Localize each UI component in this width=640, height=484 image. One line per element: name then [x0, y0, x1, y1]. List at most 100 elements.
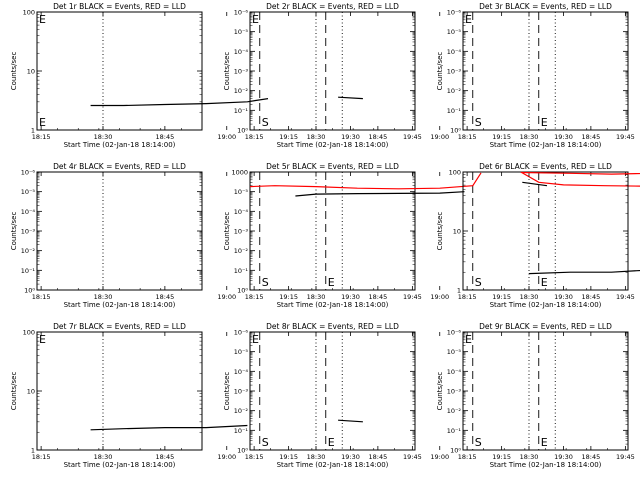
x-axis-label: Start Time (02-Jan-18 18:14:00)	[490, 141, 602, 149]
x-axis-label: Start Time (02-Jan-18 18:14:00)	[64, 461, 176, 469]
x-tick-label: 18:15	[458, 133, 477, 141]
y-tick-label: 10⁻¹	[21, 267, 36, 275]
panel-det-2: Det 2r BLACK = Events, RED = LLD 18:15 18:…	[223, 2, 635, 149]
x-tick-label: 18:15	[32, 133, 51, 141]
x-tick-label: 18:45	[156, 133, 175, 141]
y-tick-label: 10⁰	[237, 287, 248, 295]
side-label-top: E	[252, 13, 259, 26]
panel-det-6: Det 6r BLACK = Events, RED = LLD 18:15 18:…	[436, 162, 640, 309]
y-axis-label: Counts/sec	[223, 52, 231, 91]
series-line	[90, 424, 248, 431]
y-tick-label: 10⁻⁴	[21, 208, 36, 216]
x-tick-label: 18:30	[307, 293, 326, 301]
x-tick-label: 18:45	[156, 293, 175, 301]
plot-title: Det 1r BLACK = Events, RED = LLD	[53, 2, 186, 11]
x-tick-label: 18:45	[582, 133, 601, 141]
x-tick-label: 19:30	[554, 133, 573, 141]
plot-title: Det 5r BLACK = Events, RED = LLD	[266, 162, 399, 171]
y-tick-label: 100	[23, 9, 35, 17]
plot-frame	[36, 171, 203, 291]
y-tick-label: 10⁻¹	[234, 107, 249, 115]
marker-label: E	[328, 276, 335, 289]
x-axis-label: Start Time (02-Jan-18 18:14:00)	[490, 461, 602, 469]
x-tick-label: 19:15	[492, 293, 511, 301]
x-tick-label: 18:45	[369, 453, 388, 461]
y-tick-label: 10⁻⁴	[447, 48, 462, 56]
plot-title: Det 9r BLACK = Events, RED = LLD	[479, 322, 612, 331]
x-tick-label: 19:30	[341, 453, 360, 461]
y-tick-label: 10⁻⁵	[447, 348, 462, 356]
x-tick-label: 18:15	[245, 293, 264, 301]
y-tick-label: 10⁻³	[234, 388, 249, 396]
panel-det-7: Det 7r BLACK = Events, RED = LLD 18:15 18:…	[10, 322, 422, 469]
y-tick-label: 10⁰	[450, 127, 461, 135]
x-tick-label: 19:15	[279, 293, 298, 301]
x-tick-label: 19:15	[279, 453, 298, 461]
side-label-top: E	[465, 13, 472, 26]
x-tick-label: 18:30	[520, 133, 539, 141]
y-tick-label: 10⁻⁵	[234, 188, 249, 196]
y-tick-label: 10⁻⁴	[234, 208, 249, 216]
series-line	[295, 191, 465, 197]
x-tick-label: 19:00	[430, 453, 449, 461]
marker-label: E	[541, 436, 548, 449]
x-tick-label: 19:00	[217, 453, 236, 461]
y-tick-label: 10⁻²	[234, 87, 249, 95]
plot-frame	[249, 331, 416, 451]
x-tick-label: 18:30	[94, 293, 113, 301]
plot-title: Det 6r BLACK = Events, RED = LLD	[479, 162, 612, 171]
y-tick-label: 10	[453, 228, 461, 236]
y-tick-label: 10⁻⁵	[234, 28, 249, 36]
series-line	[522, 172, 640, 187]
marker-label: S	[262, 436, 269, 449]
y-tick-label: 10⁻¹	[234, 427, 249, 435]
marker-label: S	[262, 116, 269, 129]
y-tick-label: 10⁻³	[21, 228, 36, 236]
series-line	[522, 181, 548, 187]
x-tick-label: 18:15	[458, 453, 477, 461]
y-tick-label: 10⁻³	[234, 228, 249, 236]
y-tick-label: 10⁻³	[447, 388, 462, 396]
x-tick-label: 18:45	[369, 133, 388, 141]
y-tick-label: 10⁻⁵	[21, 188, 36, 196]
plot-title: Det 7r BLACK = Events, RED = LLD	[53, 322, 186, 331]
x-tick-label: 18:30	[307, 133, 326, 141]
y-tick-label: 1000	[231, 169, 248, 177]
series-line	[520, 171, 640, 175]
y-tick-label: 10	[27, 68, 35, 76]
x-tick-label: 18:30	[520, 293, 539, 301]
side-label-top: E	[252, 333, 259, 346]
side-label-top: E	[39, 333, 46, 346]
series-line	[338, 419, 363, 423]
x-tick-label: 18:15	[458, 293, 477, 301]
plot-title: Det 3r BLACK = Events, RED = LLD	[479, 2, 612, 11]
y-tick-label: 10⁰	[24, 287, 35, 295]
panel-det-8: Det 8r BLACK = Events, RED = LLD 18:15 18:…	[223, 322, 635, 469]
marker-label: E	[541, 116, 548, 129]
y-axis-label: Counts/sec	[436, 52, 444, 91]
y-tick-label: 1	[31, 127, 35, 135]
marker-label: S	[475, 116, 482, 129]
x-tick-label: 18:30	[94, 453, 113, 461]
y-tick-label: 10⁻²	[21, 247, 36, 255]
x-tick-label: 19:30	[554, 453, 573, 461]
series-line	[338, 96, 363, 100]
x-tick-label: 18:45	[156, 453, 175, 461]
y-tick-label: 10⁻²	[447, 87, 462, 95]
x-tick-label: 18:15	[245, 133, 264, 141]
y-tick-label: 100	[23, 329, 35, 337]
y-tick-label: 10⁻⁶	[21, 169, 36, 177]
plot-title: Det 4r BLACK = Events, RED = LLD	[53, 162, 186, 171]
marker-label: E	[328, 436, 335, 449]
marker-label: E	[541, 276, 548, 289]
y-tick-label: 10⁻¹	[447, 107, 462, 115]
y-tick-label: 10⁰	[450, 447, 461, 455]
y-axis-label: Counts/sec	[10, 212, 18, 251]
plot-title: Det 2r BLACK = Events, RED = LLD	[266, 2, 399, 11]
x-tick-label: 19:15	[279, 133, 298, 141]
y-axis-label: Counts/sec	[223, 212, 231, 251]
x-tick-label: 18:30	[520, 453, 539, 461]
y-tick-label: 10⁻⁴	[234, 368, 249, 376]
